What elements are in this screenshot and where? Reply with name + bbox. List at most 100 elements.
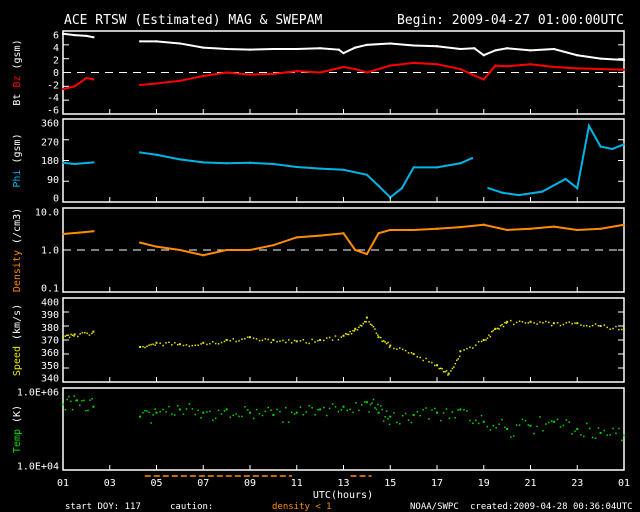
data-point <box>459 408 461 410</box>
data-point <box>86 333 88 335</box>
data-point <box>557 419 559 421</box>
data-point <box>563 425 565 427</box>
data-point <box>230 417 232 419</box>
data-point <box>162 345 164 347</box>
data-point <box>495 427 497 429</box>
data-point <box>586 423 588 425</box>
data-point <box>469 420 471 422</box>
data-point <box>202 412 204 414</box>
data-point <box>576 428 578 430</box>
data-point <box>308 343 310 345</box>
y-tick-label: 90 <box>47 175 59 186</box>
data-point <box>422 360 424 362</box>
data-point <box>501 419 503 421</box>
data-point <box>154 344 156 346</box>
data-point <box>580 324 582 326</box>
data-point <box>249 336 251 338</box>
data-point <box>519 320 521 322</box>
y-tick-label: 0 <box>53 68 59 79</box>
data-point <box>226 408 228 410</box>
data-point <box>557 322 559 324</box>
data-point <box>346 410 348 412</box>
data-point <box>373 326 375 328</box>
data-point <box>343 335 345 337</box>
data-point <box>156 342 158 344</box>
data-point <box>335 335 337 337</box>
data-point <box>306 411 308 413</box>
data-point <box>444 371 446 373</box>
data-point <box>370 324 372 326</box>
data-point <box>389 424 391 426</box>
data-point <box>142 412 144 414</box>
data-point <box>209 343 211 345</box>
data-point <box>408 419 410 421</box>
data-point <box>428 361 430 363</box>
data-point <box>539 416 541 418</box>
data-point <box>197 345 199 347</box>
data-point <box>354 330 356 332</box>
data-point <box>425 407 427 409</box>
data-point <box>440 368 442 370</box>
x-tick-label: 23 <box>571 478 583 489</box>
data-point <box>574 322 576 324</box>
data-point <box>265 338 267 340</box>
data-point <box>475 420 477 422</box>
data-point <box>434 365 436 367</box>
data-point <box>358 327 360 329</box>
data-point <box>319 408 321 410</box>
created-time: created:2009-04-28 00:36:04UTC <box>470 502 633 512</box>
data-point <box>411 352 413 354</box>
data-point <box>77 336 79 338</box>
data-point <box>279 340 281 342</box>
data-point <box>449 418 451 420</box>
data-point <box>618 329 620 331</box>
data-point <box>92 331 94 333</box>
data-point <box>399 423 401 425</box>
data-point <box>341 409 343 411</box>
data-point <box>235 413 237 415</box>
data-point <box>346 334 348 336</box>
data-point <box>218 343 220 345</box>
data-point <box>323 407 325 409</box>
data-point <box>276 341 278 343</box>
data-point <box>389 345 391 347</box>
data-point <box>165 342 167 344</box>
y-tick-label: 340 <box>41 374 59 385</box>
data-point <box>366 317 368 319</box>
data-point <box>580 434 582 436</box>
data-point <box>436 364 438 366</box>
data-point <box>545 423 547 425</box>
data-point <box>571 323 573 325</box>
data-point <box>553 322 555 324</box>
data-point <box>74 395 76 397</box>
data-point <box>326 337 328 339</box>
data-point <box>212 419 214 421</box>
data-point <box>364 401 366 403</box>
y-tick-label: 270 <box>41 137 59 148</box>
data-point <box>232 338 234 340</box>
data-point <box>441 368 443 370</box>
data-point <box>279 411 281 413</box>
data-point <box>364 321 366 323</box>
data-point <box>522 321 524 323</box>
y-tick-label: 390 <box>41 310 59 321</box>
data-point <box>504 427 506 429</box>
y-tick-label: 370 <box>41 336 59 347</box>
data-point <box>259 413 261 415</box>
data-point <box>583 436 585 438</box>
data-point <box>481 341 483 343</box>
data-point <box>183 413 185 415</box>
data-point <box>265 411 267 413</box>
data-point <box>455 363 457 365</box>
y-tick-label: 1.0 <box>41 246 59 257</box>
data-point <box>317 409 319 411</box>
data-point <box>186 344 188 346</box>
data-point <box>168 342 170 344</box>
data-point <box>381 341 383 343</box>
data-point <box>446 408 448 410</box>
data-point <box>417 356 419 358</box>
data-point <box>368 411 370 413</box>
data-point <box>592 437 594 439</box>
x-tick-label: 11 <box>291 478 303 489</box>
data-point <box>475 344 477 346</box>
